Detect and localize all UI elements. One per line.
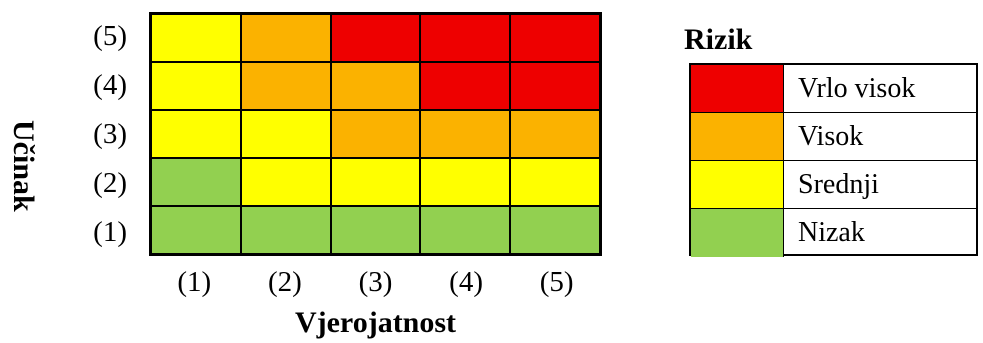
- legend-item: Nizak: [691, 209, 976, 257]
- matrix-cell: [151, 206, 241, 254]
- matrix-cell: [330, 14, 421, 62]
- matrix-cell: [240, 14, 331, 62]
- matrix-cell: [510, 206, 600, 254]
- legend-title: Rizik: [684, 23, 753, 56]
- legend-label: Visok: [798, 121, 864, 152]
- matrix-cell: [151, 158, 241, 206]
- legend-item: Srednji: [691, 161, 976, 209]
- matrix-cell: [240, 110, 331, 158]
- legend-swatch: [691, 209, 784, 257]
- matrix-cell: [510, 14, 600, 62]
- matrix-cell: [330, 62, 421, 110]
- matrix-cell: [240, 206, 331, 254]
- x-axis-title: Vjerojatnost: [294, 306, 457, 339]
- risk-matrix: [149, 12, 602, 256]
- legend-item: Vrlo visok: [691, 65, 976, 113]
- matrix-cell: [240, 62, 331, 110]
- y-axis-ticks: (5) (4) (3) (2) (1): [75, 12, 145, 256]
- matrix-cell: [151, 110, 241, 158]
- matrix-cell: [240, 158, 331, 206]
- legend-label: Vrlo visok: [798, 73, 916, 104]
- matrix-cell: [420, 206, 511, 254]
- matrix-cell: [330, 206, 421, 254]
- matrix-cell: [330, 158, 421, 206]
- matrix-cell: [510, 158, 600, 206]
- legend: Vrlo visok Visok Srednji Nizak: [689, 63, 978, 257]
- x-tick-label: (5): [539, 266, 574, 298]
- legend-label: Nizak: [798, 217, 865, 248]
- matrix-cell: [420, 158, 511, 206]
- y-tick-label: (5): [93, 20, 127, 52]
- y-tick-label: (2): [93, 167, 127, 199]
- matrix-cell: [420, 62, 511, 110]
- legend-item: Visok: [691, 113, 976, 161]
- y-axis-title: Učinak: [7, 120, 40, 212]
- matrix-cell: [510, 110, 600, 158]
- matrix-cell: [510, 62, 600, 110]
- matrix-cell: [151, 62, 241, 110]
- matrix-cell: [330, 110, 421, 158]
- y-tick-label: (1): [93, 216, 127, 248]
- x-tick-label: (2): [267, 266, 302, 298]
- legend-swatch: [691, 65, 784, 112]
- x-tick-label: (1): [177, 266, 212, 298]
- matrix-cell: [420, 110, 511, 158]
- matrix-cell: [151, 14, 241, 62]
- x-axis-ticks: (1) (2) (3) (4) (5): [149, 262, 602, 302]
- legend-swatch: [691, 113, 784, 160]
- y-tick-label: (3): [93, 118, 127, 150]
- x-tick-label: (4): [449, 266, 483, 298]
- legend-swatch: [691, 161, 784, 208]
- y-tick-label: (4): [93, 69, 127, 101]
- legend-label: Srednji: [798, 169, 879, 200]
- x-tick-label: (3): [358, 266, 393, 298]
- matrix-cell: [420, 14, 511, 62]
